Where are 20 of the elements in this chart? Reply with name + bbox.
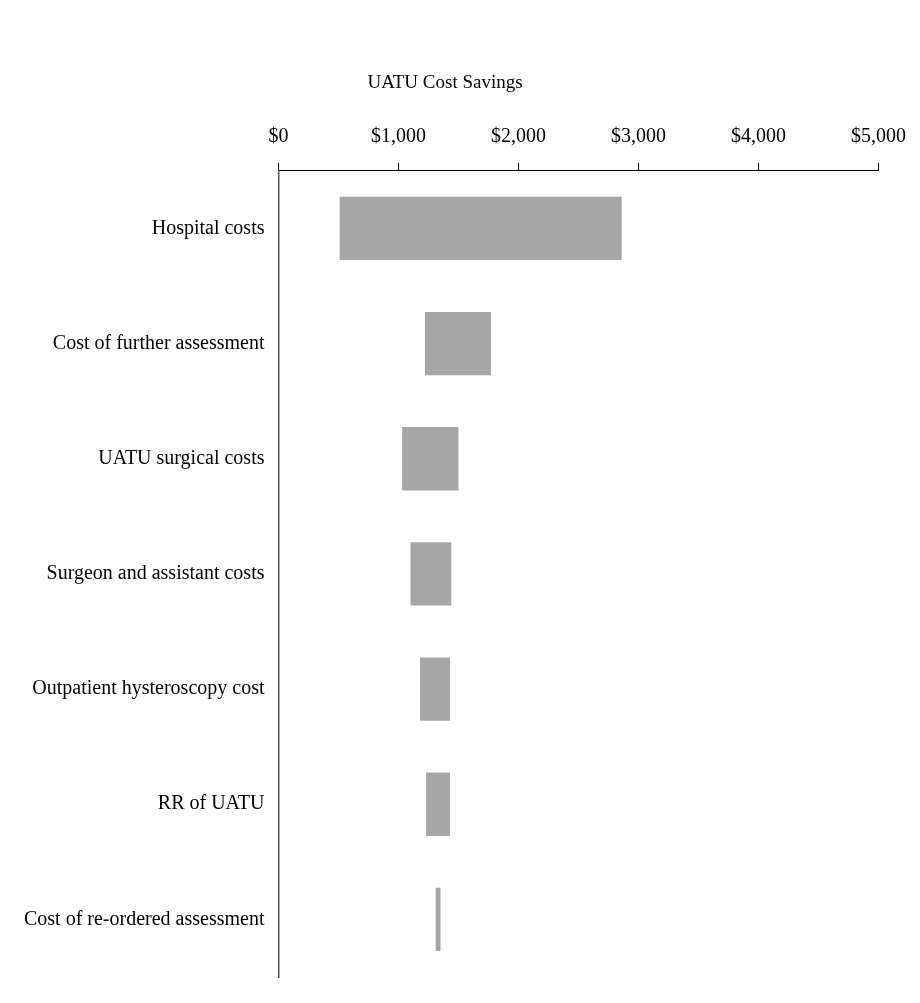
x-tick-label: $1,000 bbox=[370, 124, 426, 147]
y-tick-label: Outpatient hysteroscopy cost bbox=[32, 676, 265, 700]
bar bbox=[410, 542, 452, 606]
y-tick-label: UATU surgical costs bbox=[98, 445, 265, 469]
chart-title: UATU Cost Savings bbox=[367, 71, 523, 93]
x-tick-label: $2,000 bbox=[490, 124, 546, 147]
bar bbox=[402, 427, 459, 491]
y-tick-label: Hospital costs bbox=[151, 215, 265, 239]
y-tick-label: RR of UATU bbox=[157, 791, 266, 814]
bar bbox=[420, 657, 451, 721]
y-tick-label: Surgeon and assistant costs bbox=[46, 561, 265, 585]
x-tick-label: $3,000 bbox=[611, 124, 666, 147]
bar bbox=[339, 196, 622, 261]
x-tick-label: $4,000 bbox=[731, 124, 786, 147]
x-tick-label: $0 bbox=[268, 124, 289, 147]
bar bbox=[424, 311, 491, 376]
y-tick-label: Cost of re-ordered assessment bbox=[23, 906, 265, 929]
y-tick-label: Cost of further assessment bbox=[52, 330, 265, 353]
bar bbox=[426, 772, 451, 836]
x-tick-label: $5,000 bbox=[851, 124, 906, 147]
